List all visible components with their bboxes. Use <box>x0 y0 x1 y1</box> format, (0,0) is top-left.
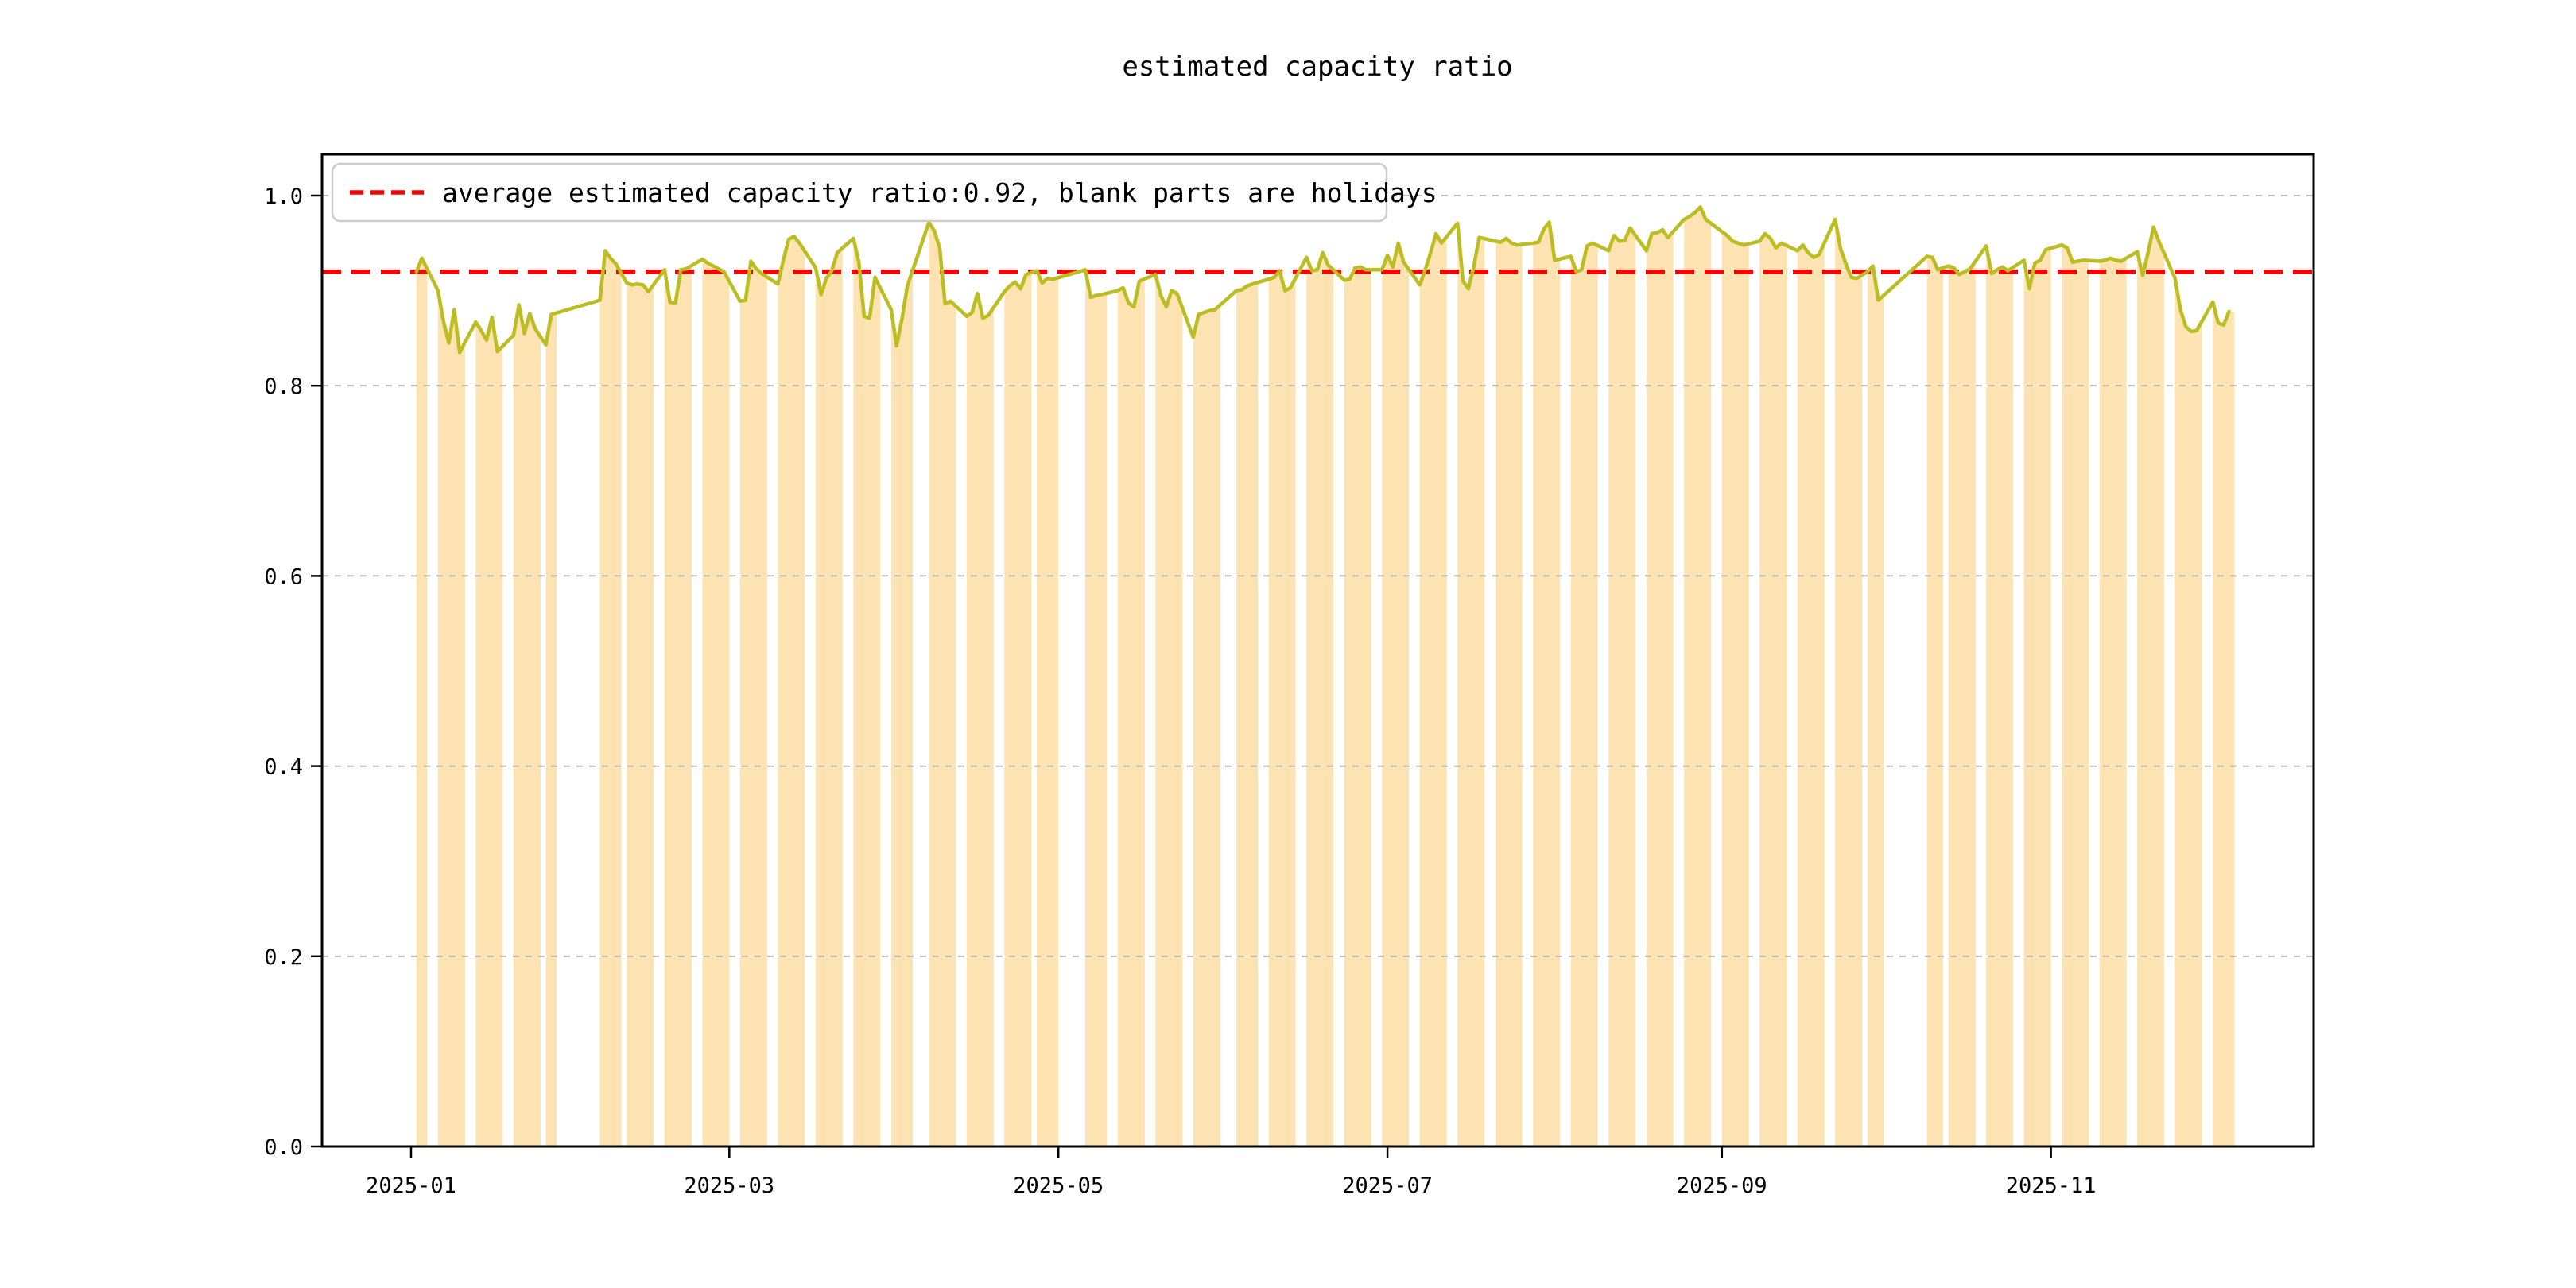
workday-span <box>1948 261 1976 1146</box>
workday-span <box>513 305 541 1146</box>
y-tick-label: 0.8 <box>264 374 303 399</box>
workday-span <box>2023 248 2051 1147</box>
workday-span <box>2062 245 2089 1147</box>
workday-span <box>1684 207 1712 1146</box>
workday-span <box>1037 270 1059 1146</box>
workday-span <box>627 283 654 1146</box>
workday-span <box>2099 258 2127 1146</box>
workday-span <box>1570 242 1598 1146</box>
workday-span <box>853 238 881 1146</box>
workday-span <box>1306 252 1334 1146</box>
workday-span <box>890 270 913 1147</box>
x-tick-label: 2025-11 <box>2006 1174 2097 1198</box>
y-tick-label: 1.0 <box>264 184 303 209</box>
y-tick-label: 0.6 <box>264 564 303 589</box>
workday-span <box>1419 233 1447 1146</box>
workday-span <box>929 222 956 1146</box>
workday-span <box>1646 230 1674 1147</box>
x-tick-label: 2025-09 <box>1677 1174 1767 1198</box>
workday-span <box>2137 227 2165 1146</box>
workday-span <box>1986 246 2014 1146</box>
workday-span <box>2213 302 2235 1146</box>
workday-span <box>702 259 730 1147</box>
y-tick-label: 0.2 <box>264 945 303 970</box>
capacity-line-layer <box>414 205 2231 355</box>
legend: average estimated capacity ratio:0.92, b… <box>331 162 1437 223</box>
legend-box <box>331 162 1388 223</box>
workday-span <box>475 317 503 1147</box>
workday-span <box>599 250 622 1146</box>
workday-span <box>437 290 465 1147</box>
legend-label: average estimated capacity ratio:0.92, b… <box>442 177 1437 208</box>
workday-span <box>2174 278 2202 1147</box>
workday-span <box>1721 231 1749 1146</box>
x-tick-label: 2025-03 <box>684 1174 774 1198</box>
workday-span <box>1759 233 1787 1146</box>
y-tick-label: 0.4 <box>264 755 303 780</box>
y-tick-label: 0.0 <box>264 1135 303 1160</box>
workday-span <box>778 236 805 1146</box>
workday-span <box>1926 256 1943 1146</box>
workday-span <box>1797 242 1825 1146</box>
workday-span <box>1193 305 1220 1146</box>
workday-span <box>1608 227 1636 1147</box>
workday-span <box>664 266 692 1147</box>
workday-span <box>1382 242 1410 1146</box>
workday-span <box>1457 223 1485 1147</box>
workday-span <box>1344 266 1371 1147</box>
workday-span <box>1268 270 1296 1146</box>
x-tick-label: 2025-07 <box>1342 1174 1433 1198</box>
workday-span <box>966 293 994 1147</box>
plot-border <box>320 153 2315 1148</box>
chart-title: estimated capacity ratio <box>1122 51 1512 83</box>
x-tick-label: 2025-01 <box>366 1174 456 1198</box>
workday-span <box>1867 266 1884 1146</box>
workday-span <box>1117 278 1145 1146</box>
workday-span <box>416 258 428 1146</box>
workday-span <box>1495 238 1523 1146</box>
workday-span <box>739 261 767 1146</box>
workday-span <box>1004 272 1032 1146</box>
capacity-ratio-line <box>414 205 2231 355</box>
workday-bars-layer <box>416 207 2235 1147</box>
workday-span <box>1236 282 1259 1147</box>
axes-layer: 2025-01 2025-03 2025-05 2025-07 2025-09 2025-… <box>264 153 2315 1198</box>
workday-span <box>1835 219 1863 1146</box>
workday-span <box>545 312 557 1146</box>
workday-span <box>1533 222 1561 1146</box>
x-tick-label: 2025-05 <box>1013 1174 1104 1198</box>
workday-span <box>815 247 843 1146</box>
workday-span <box>1085 270 1108 1146</box>
workday-span <box>1155 274 1183 1146</box>
